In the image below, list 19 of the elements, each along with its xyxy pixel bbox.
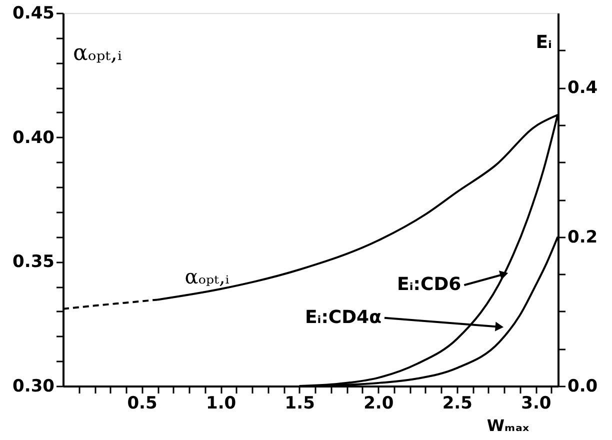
x-tick-label: 2.0 (364, 394, 394, 414)
y2-tick-label: 0.0 (568, 376, 598, 396)
x-tick-label: 2.5 (442, 394, 472, 414)
x-axis-title: Wₘₐₓ (486, 416, 530, 435)
x-tick-label: 0.5 (127, 394, 158, 414)
y-tick-label: 0.40 (12, 128, 55, 148)
y2-tick-label: 0.4 (568, 78, 598, 98)
y2-axis-title: Eᵢ (536, 32, 552, 53)
y-tick-label: 0.30 (12, 376, 55, 396)
x-tick-label: 1.5 (284, 394, 315, 414)
y-tick-label: 0.45 (12, 4, 54, 24)
annotation: Eᵢ:CD6 (397, 274, 462, 296)
x-tick-label: 1.0 (206, 394, 236, 414)
annotation: Eᵢ:CD4α (304, 306, 382, 328)
y-tick-label: 0.35 (12, 252, 54, 272)
annotation: αₒₚₜ,ᵢ (184, 264, 230, 289)
x-tick-label: 3.0 (521, 394, 552, 414)
y2-tick-label: 0.2 (568, 227, 598, 248)
y-axis-title: αₒₚₜ,ᵢ (73, 41, 123, 66)
